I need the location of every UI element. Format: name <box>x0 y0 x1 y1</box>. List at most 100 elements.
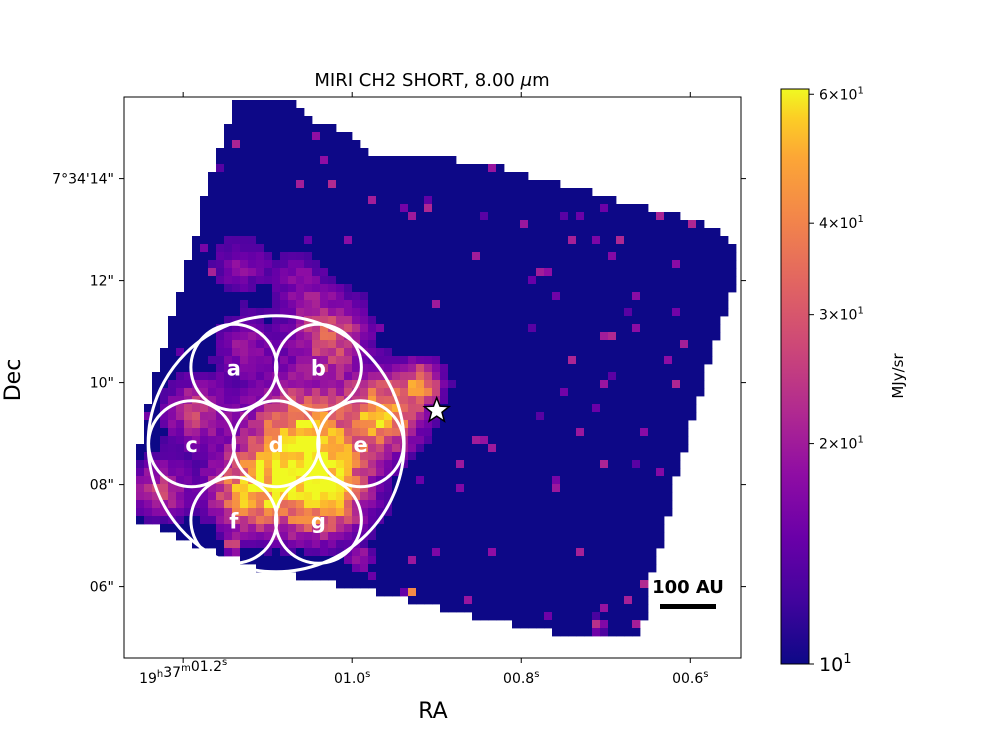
map-pixel <box>208 396 217 405</box>
map-pixel <box>368 244 377 253</box>
map-pixel <box>256 404 265 413</box>
map-pixel <box>616 236 625 245</box>
map-pixel <box>200 540 209 549</box>
map-pixel <box>536 604 545 613</box>
map-pixel <box>256 548 265 557</box>
map-pixel <box>568 212 577 221</box>
map-pixel <box>480 492 489 501</box>
map-pixel <box>560 348 569 357</box>
map-pixel <box>448 596 457 605</box>
map-pixel <box>480 292 489 301</box>
map-pixel <box>464 236 473 245</box>
map-pixel <box>432 524 441 533</box>
map-pixel <box>640 260 649 269</box>
map-pixel <box>608 620 617 629</box>
map-pixel <box>488 612 497 621</box>
map-pixel <box>584 404 593 413</box>
map-pixel <box>176 500 185 509</box>
map-pixel <box>632 468 641 477</box>
map-pixel <box>264 212 273 221</box>
map-pixel <box>568 588 577 597</box>
map-pixel <box>184 308 193 317</box>
map-pixel <box>456 276 465 285</box>
map-pixel <box>440 172 449 181</box>
map-pixel <box>680 388 689 397</box>
map-pixel <box>296 276 305 285</box>
map-pixel <box>400 156 409 165</box>
map-pixel <box>280 428 289 437</box>
map-pixel <box>704 252 713 261</box>
map-pixel <box>376 508 385 517</box>
map-pixel <box>688 380 697 389</box>
map-pixel <box>512 556 521 565</box>
map-pixel <box>448 316 457 325</box>
map-pixel <box>272 476 281 485</box>
map-pixel <box>504 228 513 237</box>
map-pixel <box>248 172 257 181</box>
map-pixel <box>440 372 449 381</box>
map-pixel <box>216 508 225 517</box>
map-pixel <box>192 412 201 421</box>
map-pixel <box>456 420 465 429</box>
map-pixel <box>424 564 433 573</box>
map-pixel <box>456 380 465 389</box>
map-pixel <box>568 580 577 589</box>
map-pixel <box>560 436 569 445</box>
map-pixel <box>184 276 193 285</box>
map-pixel <box>232 212 241 221</box>
map-pixel <box>288 316 297 325</box>
map-pixel <box>328 444 337 453</box>
map-pixel <box>688 268 697 277</box>
map-pixel <box>560 460 569 469</box>
map-pixel <box>272 276 281 285</box>
map-pixel <box>504 332 513 341</box>
map-pixel <box>248 532 257 541</box>
map-pixel <box>328 244 337 253</box>
map-pixel <box>296 132 305 141</box>
map-pixel <box>336 404 345 413</box>
map-pixel <box>320 268 329 277</box>
map-pixel <box>216 316 225 325</box>
map-pixel <box>400 460 409 469</box>
map-pixel <box>256 284 265 293</box>
map-pixel <box>592 484 601 493</box>
map-pixel <box>504 364 513 373</box>
map-pixel <box>280 172 289 181</box>
map-pixel <box>384 332 393 341</box>
map-pixel <box>544 428 553 437</box>
map-pixel <box>576 300 585 309</box>
map-pixel <box>656 348 665 357</box>
map-pixel <box>624 404 633 413</box>
map-pixel <box>448 404 457 413</box>
map-pixel <box>592 348 601 357</box>
map-pixel <box>528 276 537 285</box>
map-pixel <box>320 428 329 437</box>
map-pixel <box>536 436 545 445</box>
map-pixel <box>344 324 353 333</box>
map-pixel <box>560 324 569 333</box>
map-pixel <box>616 620 625 629</box>
map-pixel <box>544 540 553 549</box>
map-pixel <box>408 348 417 357</box>
map-pixel <box>272 116 281 125</box>
map-pixel <box>560 620 569 629</box>
map-pixel <box>480 364 489 373</box>
map-pixel <box>336 420 345 429</box>
map-pixel <box>408 172 417 181</box>
map-pixel <box>352 500 361 509</box>
map-pixel <box>400 380 409 389</box>
map-pixel <box>264 276 273 285</box>
map-pixel <box>536 460 545 469</box>
map-pixel <box>296 108 305 117</box>
map-pixel <box>400 356 409 365</box>
map-pixel <box>312 196 321 205</box>
map-pixel <box>208 172 217 181</box>
map-pixel <box>648 492 657 501</box>
map-pixel <box>584 324 593 333</box>
map-pixel <box>592 388 601 397</box>
map-pixel <box>536 620 545 629</box>
map-pixel <box>176 476 185 485</box>
map-pixel <box>368 580 377 589</box>
map-pixel <box>608 228 617 237</box>
map-pixel <box>592 508 601 517</box>
